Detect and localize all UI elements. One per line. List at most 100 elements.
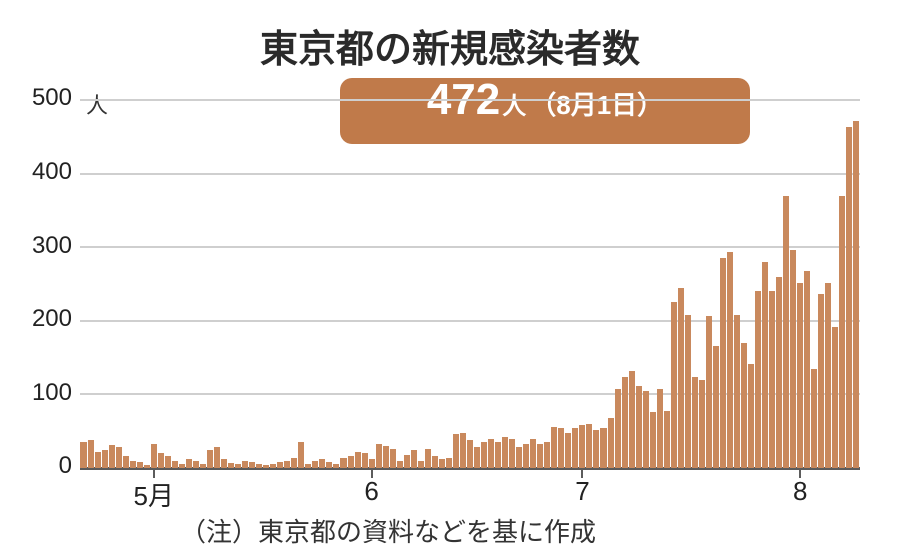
bar bbox=[706, 316, 712, 468]
bar bbox=[720, 258, 726, 468]
bar bbox=[832, 327, 838, 468]
bar bbox=[502, 437, 508, 468]
bar bbox=[699, 380, 705, 468]
bar bbox=[390, 449, 396, 468]
bar bbox=[165, 456, 171, 469]
bar bbox=[523, 444, 529, 468]
bar bbox=[818, 294, 824, 468]
bar bbox=[333, 464, 339, 468]
x-tick-label: 8 bbox=[760, 476, 840, 507]
bar bbox=[474, 447, 480, 468]
bar bbox=[319, 459, 325, 468]
bar bbox=[741, 343, 747, 468]
bar bbox=[734, 315, 740, 468]
bar bbox=[846, 127, 852, 469]
bar bbox=[200, 464, 206, 468]
bar bbox=[151, 444, 157, 468]
y-tick-label: 400 bbox=[12, 158, 72, 186]
bar bbox=[853, 121, 859, 468]
bar bbox=[657, 389, 663, 468]
bar bbox=[340, 458, 346, 468]
gridline bbox=[80, 99, 860, 101]
bar bbox=[593, 430, 599, 468]
footnote: （注）東京都の資料などを基に作成 bbox=[180, 512, 596, 549]
bar bbox=[825, 283, 831, 468]
bar bbox=[558, 428, 564, 468]
bar bbox=[551, 427, 557, 468]
bar bbox=[207, 450, 213, 468]
bar bbox=[509, 439, 515, 468]
x-tick-label: 7 bbox=[542, 476, 622, 507]
bar bbox=[600, 428, 606, 468]
bar bbox=[214, 447, 220, 468]
bar bbox=[88, 440, 94, 468]
bar bbox=[713, 346, 719, 468]
bar bbox=[727, 252, 733, 468]
bar bbox=[179, 464, 185, 468]
bar bbox=[312, 461, 318, 468]
bar bbox=[748, 364, 754, 469]
bar bbox=[242, 461, 248, 468]
bar bbox=[446, 458, 452, 468]
bar bbox=[636, 386, 642, 468]
bar bbox=[249, 462, 255, 468]
bar bbox=[397, 461, 403, 468]
plot-area bbox=[80, 100, 860, 468]
bar bbox=[158, 453, 164, 468]
bar bbox=[116, 447, 122, 468]
bar bbox=[586, 424, 592, 468]
bar bbox=[537, 444, 543, 468]
bar bbox=[685, 315, 691, 468]
bar bbox=[270, 464, 276, 468]
bar bbox=[411, 450, 417, 468]
bar bbox=[650, 412, 656, 468]
bar bbox=[256, 464, 262, 468]
bar bbox=[755, 291, 761, 468]
bar bbox=[678, 288, 684, 468]
bar bbox=[804, 271, 810, 468]
gridline bbox=[80, 246, 860, 248]
bar bbox=[228, 463, 234, 468]
bar bbox=[186, 459, 192, 468]
bar bbox=[80, 442, 86, 468]
bar bbox=[369, 459, 375, 468]
bar bbox=[467, 440, 473, 468]
bar bbox=[460, 433, 466, 468]
bar bbox=[137, 462, 143, 468]
bar bbox=[530, 439, 536, 468]
bar bbox=[453, 434, 459, 468]
chart-container: 東京都の新規感染者数 472 人 （8月1日） 人 （注）東京都の資料などを基に… bbox=[0, 0, 900, 559]
bar bbox=[263, 465, 269, 468]
bar bbox=[418, 461, 424, 468]
bar bbox=[298, 442, 304, 468]
bar bbox=[790, 250, 796, 468]
bar bbox=[565, 433, 571, 468]
x-tick-label: 5月 bbox=[114, 476, 194, 513]
y-tick-label: 100 bbox=[12, 379, 72, 407]
bar bbox=[839, 196, 845, 468]
bar bbox=[123, 456, 129, 468]
bar bbox=[516, 447, 522, 468]
bar bbox=[481, 442, 487, 468]
bar bbox=[439, 459, 445, 468]
y-tick-label: 300 bbox=[12, 232, 72, 260]
x-tick-label: 6 bbox=[332, 476, 412, 507]
bar bbox=[221, 459, 227, 468]
bar bbox=[783, 196, 789, 468]
bar bbox=[495, 442, 501, 468]
bar bbox=[432, 456, 438, 468]
bar bbox=[488, 439, 494, 468]
bar bbox=[277, 462, 283, 468]
bar bbox=[572, 428, 578, 468]
bar bbox=[348, 456, 354, 468]
y-tick-label: 500 bbox=[12, 84, 72, 112]
bar bbox=[235, 464, 241, 468]
bar bbox=[326, 462, 332, 468]
y-tick-label: 0 bbox=[12, 452, 72, 480]
bar bbox=[109, 445, 115, 468]
bar bbox=[776, 277, 782, 468]
bar bbox=[95, 452, 101, 468]
bar bbox=[102, 450, 108, 468]
bar bbox=[811, 369, 817, 468]
bar bbox=[622, 377, 628, 468]
